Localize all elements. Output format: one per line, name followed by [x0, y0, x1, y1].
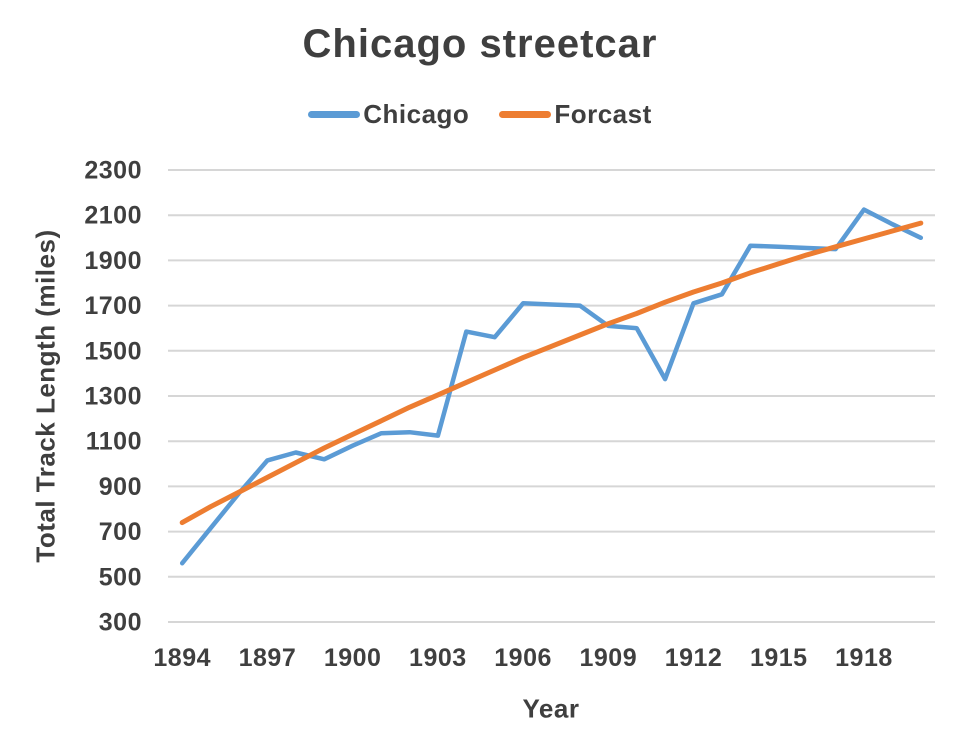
x-tick-label: 1912: [665, 644, 723, 672]
x-tick-label: 1918: [835, 644, 893, 672]
series-line-chicago: [179, 207, 924, 566]
x-tick-label: 1906: [494, 644, 552, 672]
y-tick-label: 500: [99, 563, 142, 591]
legend-item-forcast[interactable]: Forcast: [499, 99, 651, 130]
y-tick-label: 1300: [84, 383, 142, 411]
y-tick-label: 1500: [84, 337, 142, 365]
y-tick-label: 700: [99, 518, 142, 546]
x-tick-label: 1900: [324, 644, 382, 672]
y-tick-label: 1900: [84, 247, 142, 275]
legend: Chicago Forcast: [0, 99, 960, 130]
x-axis-title: Year: [522, 693, 580, 724]
y-tick-label: 2100: [84, 202, 142, 230]
forcast-line-swatch-icon: [499, 111, 552, 118]
legend-label-chicago: Chicago: [363, 99, 470, 129]
y-tick-label: 900: [99, 473, 142, 501]
legend-label-forcast: Forcast: [554, 99, 652, 129]
x-tick-label: 1915: [750, 644, 808, 672]
chart-title: Chicago streetcar: [302, 22, 658, 66]
x-tick-label: 1894: [153, 644, 211, 672]
y-tick-label: 2300: [84, 157, 142, 185]
x-tick-label: 1897: [239, 644, 297, 672]
chicago-line-swatch-icon: [308, 111, 361, 118]
legend-item-chicago[interactable]: Chicago: [308, 99, 469, 130]
x-tick-label: 1903: [409, 644, 467, 672]
series-line-forcast: [179, 220, 924, 526]
y-tick-label: 300: [99, 609, 142, 637]
x-tick-label: 1909: [580, 644, 638, 672]
y-tick-label: 1700: [84, 292, 142, 320]
y-tick-label: 1100: [86, 428, 142, 456]
